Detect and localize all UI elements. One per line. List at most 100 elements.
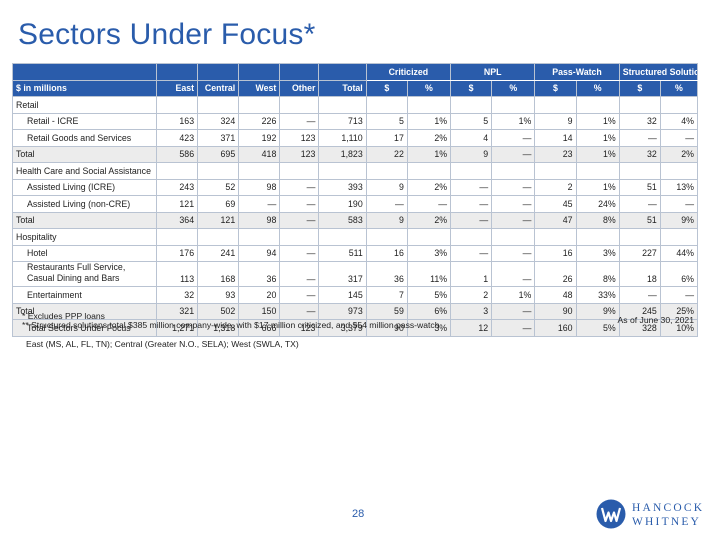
- table-cell: —: [279, 302, 320, 320]
- empty-cell: [155, 228, 199, 246]
- empty-cell: [575, 228, 620, 246]
- section-row: Hospitality: [12, 228, 699, 246]
- table-cell: —: [279, 286, 320, 304]
- grand-total-row: Total Sectors Under Focus 1,271 1,318 666 12…: [12, 319, 699, 337]
- table-cell: 12: [450, 319, 493, 337]
- table-cell: 5: [450, 112, 493, 130]
- table-cell: 1%: [491, 286, 536, 304]
- table-cell: 51: [618, 211, 661, 229]
- table-row: Assisted Living (ICRE) 243 52 98—393 9 2% — —2 1…: [12, 178, 699, 196]
- empty-cell: [279, 96, 320, 114]
- table-cell: 502: [197, 302, 240, 320]
- empty-cell: [659, 96, 699, 114]
- table-cell: —: [279, 178, 320, 196]
- table-cell: —: [406, 195, 452, 213]
- table-cell: —: [491, 261, 536, 287]
- table-cell: 69: [197, 195, 240, 213]
- empty-cell: [618, 96, 661, 114]
- empty-cell: [155, 96, 199, 114]
- empty-cell: [406, 96, 452, 114]
- table-cell: 9%: [575, 302, 620, 320]
- column-header: East: [155, 79, 199, 97]
- row-label: Retail: [12, 96, 157, 114]
- table-cell: 192: [238, 129, 281, 147]
- total-row: Total 586 695 418 123 1,823 22 1% 9—23 1% 32 2%: [12, 145, 699, 163]
- row-label: Total: [12, 211, 157, 229]
- table-cell: 245: [618, 302, 661, 320]
- table-cell: 123: [279, 319, 320, 337]
- table-cell: 90: [534, 302, 577, 320]
- table-cell: 364: [155, 211, 199, 229]
- row-label: Total: [12, 145, 157, 163]
- section-row: Health Care and Social Assistance: [12, 162, 699, 180]
- row-label: Total Sectors Under Focus: [12, 319, 157, 337]
- table-cell: 123: [279, 145, 320, 163]
- table-cell: 36: [365, 261, 408, 287]
- table-cell: —: [491, 145, 536, 163]
- empty-cell: [279, 162, 320, 180]
- table-cell: 1,110: [318, 129, 367, 147]
- table-cell: 121: [197, 211, 240, 229]
- column-header: Total: [318, 79, 367, 97]
- table-cell: —: [659, 129, 699, 147]
- table-cell: 1%: [575, 178, 620, 196]
- column-header: %: [491, 79, 536, 97]
- table-cell: —: [659, 195, 699, 213]
- table-cell: —: [279, 195, 320, 213]
- table-cell: 328: [618, 319, 661, 337]
- table-cell: 123: [279, 129, 320, 147]
- table-cell: 121: [155, 195, 199, 213]
- table-cell: 3,379: [318, 319, 367, 337]
- empty-cell: [279, 228, 320, 246]
- table-cell: 48: [534, 286, 577, 304]
- table-cell: 8%: [575, 261, 620, 287]
- table-cell: 13%: [659, 178, 699, 196]
- table-row: Restaurants Full Service, Casual Dining …: [12, 261, 699, 287]
- total-row: Total 364 121 98—583 9 2% — —47 8% 51 9%: [12, 211, 699, 229]
- table-cell: 695: [197, 145, 240, 163]
- empty-cell: [197, 96, 240, 114]
- table-cell: 3%: [406, 319, 452, 337]
- empty-cell: [155, 162, 199, 180]
- empty-cell: [659, 162, 699, 180]
- table-row: Retail - ICRE 163 324 226—713 5 1% 5 1% 9 1% 32 4%: [12, 112, 699, 130]
- empty-cell: [406, 228, 452, 246]
- table-cell: 90: [365, 319, 408, 337]
- table-cell: 190: [318, 195, 367, 213]
- empty-cell: [318, 228, 367, 246]
- table-cell: —: [279, 211, 320, 229]
- table-cell: 59: [365, 302, 408, 320]
- empty-cell: [491, 228, 536, 246]
- table-cell: 51: [618, 178, 661, 196]
- table-cell: 9: [365, 178, 408, 196]
- table-cell: 17: [365, 129, 408, 147]
- table-cell: 973: [318, 302, 367, 320]
- table-cell: 9%: [659, 211, 699, 229]
- table-cell: 9: [365, 211, 408, 229]
- table-cell: —: [279, 244, 320, 262]
- table-cell: 241: [197, 244, 240, 262]
- empty-cell: [491, 162, 536, 180]
- column-header: Central: [197, 79, 240, 97]
- company-logo: HANCOCK WHITNEY: [596, 499, 708, 531]
- table-cell: 5%: [575, 319, 620, 337]
- table-cell: 45: [534, 195, 577, 213]
- table-cell: 160: [534, 319, 577, 337]
- table-cell: 3: [450, 302, 493, 320]
- row-label: Hotel: [12, 244, 157, 262]
- table-cell: 2: [450, 286, 493, 304]
- table-cell: 1: [450, 261, 493, 287]
- table-cell: 243: [155, 178, 199, 196]
- row-label: Entertainment: [12, 286, 157, 304]
- empty-cell: [318, 96, 367, 114]
- table-cell: 2: [534, 178, 577, 196]
- table-cell: 16: [365, 244, 408, 262]
- row-label: Assisted Living (ICRE): [12, 178, 157, 196]
- table-cell: 10%: [659, 319, 699, 337]
- column-header: %: [575, 79, 620, 97]
- table-cell: 150: [238, 302, 281, 320]
- table-cell: —: [659, 286, 699, 304]
- region-legend: East (MS, AL, FL, TN); Central (Greater …: [26, 339, 299, 349]
- table-cell: 93: [197, 286, 240, 304]
- table-cell: —: [491, 302, 536, 320]
